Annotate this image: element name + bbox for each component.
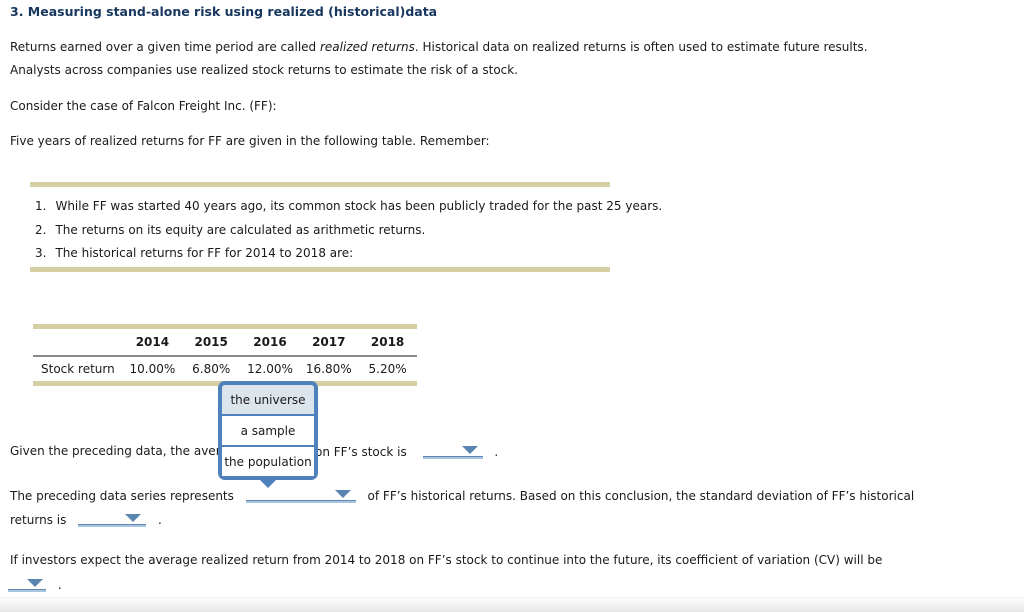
dropdown-underline <box>8 589 46 592</box>
period: . <box>494 445 499 459</box>
year-header: 2017 <box>312 335 346 349</box>
question3-answer-group: . <box>8 577 62 592</box>
return-value: 5.20% <box>368 362 407 376</box>
question2-text-before: The preceding data series represents <box>10 489 234 503</box>
question1-right-group: on FF’s stock is . <box>315 444 498 459</box>
dropdown-option-universe[interactable]: the universe <box>222 385 314 416</box>
list-item: 3. The historical returns for FF for 201… <box>35 246 353 260</box>
question2-line2: returns is . <box>10 512 162 527</box>
popup-pointer-icon <box>258 478 278 488</box>
return-value: 10.00% <box>129 362 176 376</box>
table-top-rule <box>33 324 417 329</box>
year-header: 2014 <box>135 335 170 349</box>
list-item-text: The returns on its equity are calculated… <box>55 223 426 237</box>
intro-paragraph-2: Analysts across companies use realized s… <box>10 63 519 77</box>
dropdown-option-sample[interactable]: a sample <box>222 416 314 447</box>
return-value: 6.80% <box>192 362 231 376</box>
returns-table: 2014 2015 2016 2017 2018 Stock return 10… <box>33 324 417 386</box>
list-item: 2. The returns on its equity are calcula… <box>35 223 425 237</box>
consider-line: Consider the case of Falcon Freight Inc.… <box>10 99 277 113</box>
page-bottom-edge <box>0 597 1024 612</box>
intro-p1-after: . Historical data on realized returns is… <box>414 40 868 54</box>
question3-text: If investors expect the average realized… <box>10 553 883 567</box>
dropdown-options-popup: the universe a sample the population <box>218 381 318 488</box>
question2-text-after: of FF’s historical returns. Based on thi… <box>367 489 915 503</box>
period: . <box>158 513 162 527</box>
question1-text-right: on FF’s stock is <box>315 445 407 459</box>
table-row: Stock return 10.00% 6.80% 12.00% 16.80% … <box>33 357 417 381</box>
chevron-down-icon <box>125 514 142 522</box>
dropdown-underline <box>245 500 356 503</box>
question2-line1: The preceding data series represents of … <box>10 488 914 503</box>
list-item-text: While FF was started 40 years ago, its c… <box>55 199 663 213</box>
intro-p1-before: Returns earned over a given time period … <box>10 40 320 54</box>
period: . <box>57 578 62 592</box>
table-header-row: 2014 2015 2016 2017 2018 <box>33 329 417 355</box>
intro-paragraph-1: Returns earned over a given time period … <box>10 40 868 54</box>
year-header: 2016 <box>253 335 287 349</box>
list-item-text: The historical returns for FF for 2014 t… <box>55 246 354 260</box>
accent-divider-bottom <box>30 267 610 272</box>
five-years-line: Five years of realized returns for FF ar… <box>10 134 490 148</box>
dropdown-underline <box>422 456 483 459</box>
accent-divider-top <box>30 182 610 187</box>
year-header: 2015 <box>194 335 228 349</box>
question-title: 3. Measuring stand-alone risk using real… <box>10 4 438 19</box>
list-item: 1. While FF was started 40 years ago, it… <box>35 199 662 213</box>
list-item-number: 3. <box>35 246 47 260</box>
question2-line2-text: returns is <box>10 513 67 527</box>
chevron-down-icon <box>334 490 351 498</box>
year-header: 2018 <box>370 335 405 349</box>
chevron-down-icon <box>27 579 43 587</box>
list-item-number: 2. <box>35 223 47 237</box>
row-label: Stock return <box>41 362 115 376</box>
chevron-down-icon <box>461 446 478 454</box>
std-deviation-dropdown[interactable] <box>78 512 147 527</box>
dropdown-underline <box>78 524 147 527</box>
dropdown-option-population[interactable]: the population <box>222 447 314 476</box>
return-value: 16.80% <box>305 362 352 376</box>
table-header-divider <box>33 355 417 357</box>
return-value: 12.00% <box>247 362 293 376</box>
average-return-dropdown[interactable] <box>422 444 483 459</box>
list-item-number: 1. <box>35 199 47 213</box>
intro-p1-italic: realized returns <box>319 40 415 54</box>
cv-dropdown[interactable] <box>8 577 46 592</box>
data-series-dropdown[interactable] <box>245 488 356 503</box>
question1-text-left: Given the preceding data, the average <box>10 444 243 458</box>
